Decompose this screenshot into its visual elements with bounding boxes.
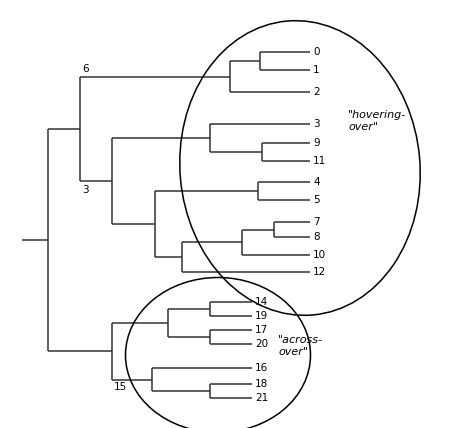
Text: 2: 2 <box>313 87 319 97</box>
Text: 15: 15 <box>114 381 127 392</box>
Text: 14: 14 <box>255 297 268 307</box>
Text: 9: 9 <box>313 138 319 148</box>
Text: 12: 12 <box>313 267 326 277</box>
Text: "across-
over": "across- over" <box>278 335 323 357</box>
Text: 4: 4 <box>313 177 319 187</box>
Text: 11: 11 <box>313 156 326 166</box>
Text: 17: 17 <box>255 325 268 335</box>
Text: 19: 19 <box>255 311 268 321</box>
Text: "hovering-
over": "hovering- over" <box>348 110 406 132</box>
Text: 1: 1 <box>313 65 319 75</box>
Text: 20: 20 <box>255 339 268 349</box>
Text: 8: 8 <box>313 232 319 242</box>
Text: 16: 16 <box>255 363 268 373</box>
Text: 7: 7 <box>313 217 319 227</box>
Text: 3: 3 <box>313 119 319 129</box>
Text: 3: 3 <box>82 185 89 195</box>
Text: 21: 21 <box>255 393 268 403</box>
Text: 5: 5 <box>313 195 319 205</box>
Text: 0: 0 <box>313 47 319 57</box>
Text: 6: 6 <box>82 63 89 74</box>
Text: 18: 18 <box>255 379 268 389</box>
Text: 10: 10 <box>313 250 326 260</box>
